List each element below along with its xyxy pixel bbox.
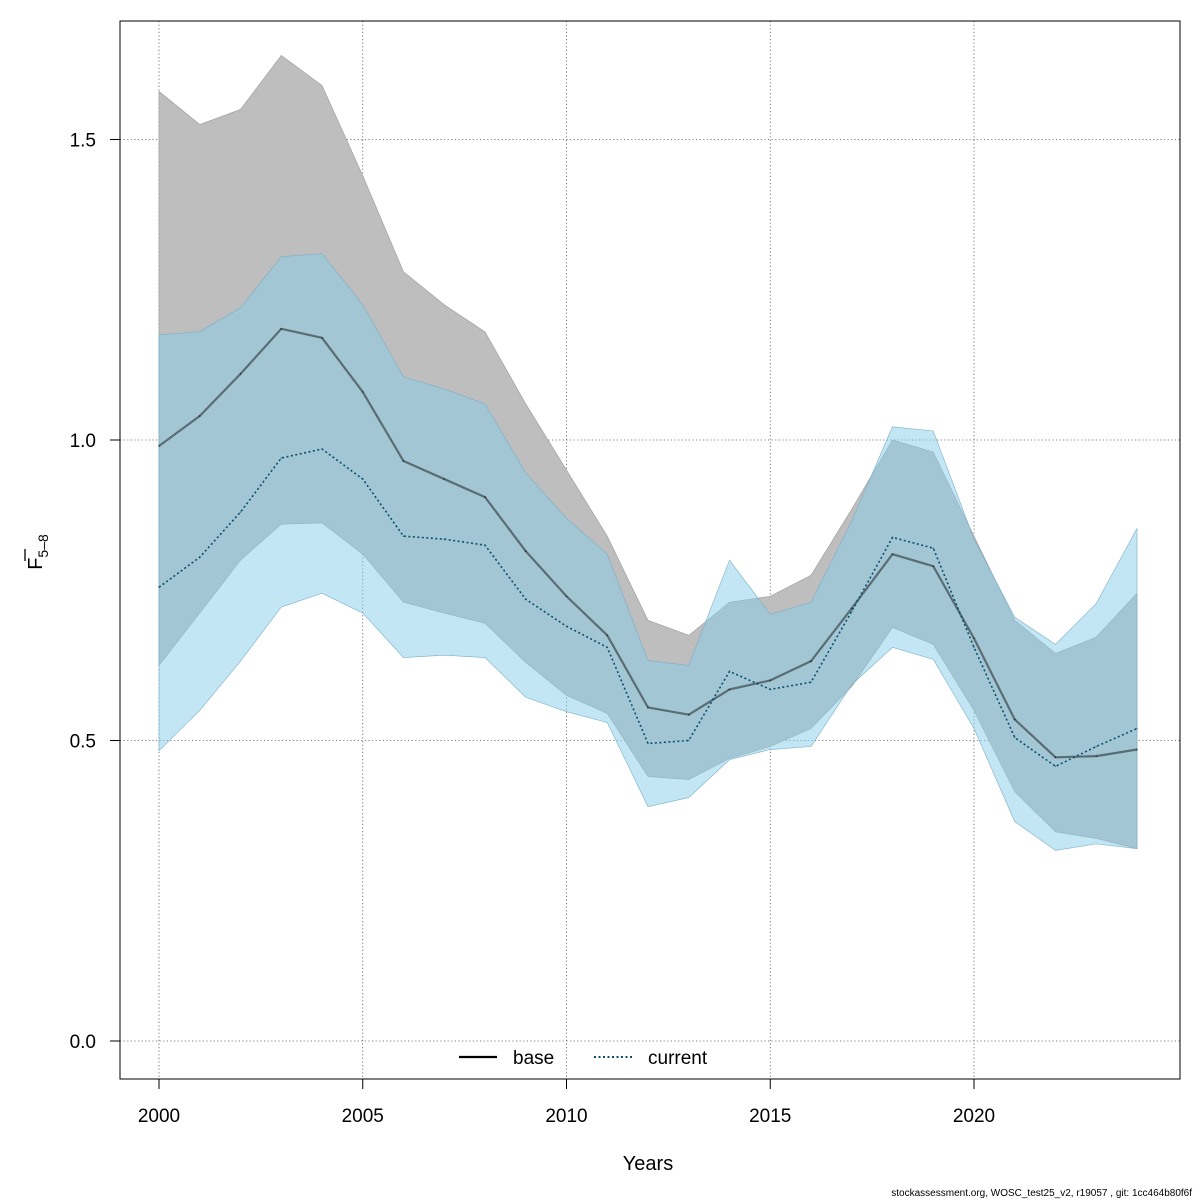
point-base [687, 713, 690, 716]
point-base [1013, 718, 1016, 721]
point-base [402, 460, 405, 462]
point-current [321, 448, 323, 450]
point-current [443, 538, 446, 540]
point-current [158, 586, 160, 589]
point-current [932, 547, 935, 549]
point-current [1136, 727, 1138, 730]
point-base [973, 637, 975, 640]
point-current [850, 610, 853, 613]
point-base [443, 478, 446, 480]
point-current [565, 625, 568, 628]
point-current [891, 536, 894, 539]
point-current [687, 739, 690, 742]
y-tick-label: 1.5 [70, 131, 96, 152]
point-base [361, 391, 364, 393]
footer-note: stockassessment.org, WOSC_test25_v2, r19… [891, 1188, 1192, 1199]
point-base [524, 550, 527, 552]
x-tick-label: 2005 [342, 1106, 384, 1127]
point-base [280, 328, 283, 330]
point-current [1095, 745, 1098, 748]
x-tick-label: 2020 [953, 1106, 995, 1127]
point-base [1136, 748, 1138, 751]
point-current [239, 511, 242, 513]
point-base [1095, 755, 1098, 757]
point-base [810, 660, 812, 662]
y-tick-label: 0.5 [70, 732, 96, 753]
point-current [484, 544, 486, 546]
point-current [280, 457, 283, 459]
point-base [850, 607, 853, 610]
point-base [158, 445, 160, 447]
svg-text:F5–8: F5–8 [25, 534, 51, 570]
x-tick-label: 2015 [749, 1106, 791, 1127]
point-base [932, 565, 935, 568]
point-current [198, 556, 201, 558]
point-current [1013, 736, 1016, 739]
point-base [891, 553, 894, 555]
point-current [973, 646, 975, 649]
legend-label-base: base [513, 1048, 554, 1069]
point-base [321, 337, 323, 339]
point-base [606, 634, 609, 637]
point-base [728, 688, 731, 691]
y-axis: 0.0 0.5 1.0 1.5 [70, 131, 121, 1053]
point-base [198, 415, 201, 417]
y-axis-title-main: F [25, 558, 47, 570]
x-axis: 2000 2005 2010 2015 2020 [138, 1078, 995, 1127]
point-current [647, 742, 649, 745]
series-lines [158, 327, 1138, 768]
point-base [239, 373, 242, 375]
point-current [1054, 765, 1057, 768]
point-current [769, 688, 772, 691]
point-current [524, 598, 527, 601]
point-base [769, 679, 772, 682]
point-current [810, 681, 812, 684]
y-tick-label: 1.0 [70, 431, 96, 452]
band-current [158, 253, 1138, 851]
point-current [728, 670, 731, 673]
point-current [361, 478, 364, 480]
legend: base current [459, 1048, 708, 1069]
y-tick-label: 0.0 [70, 1032, 96, 1053]
x-axis-title: Years [623, 1153, 673, 1175]
point-current [402, 535, 405, 537]
legend-label-current: current [648, 1048, 708, 1069]
confidence-bands [158, 54, 1138, 851]
point-current [606, 646, 609, 649]
y-axis-title: F5–8 [24, 534, 51, 570]
y-axis-title-subscript: 5–8 [35, 534, 51, 558]
point-base [484, 496, 486, 498]
point-base [1054, 756, 1057, 759]
x-tick-label: 2010 [545, 1106, 587, 1127]
point-base [565, 595, 568, 598]
x-tick-label: 2000 [138, 1106, 180, 1127]
point-base [647, 706, 649, 709]
